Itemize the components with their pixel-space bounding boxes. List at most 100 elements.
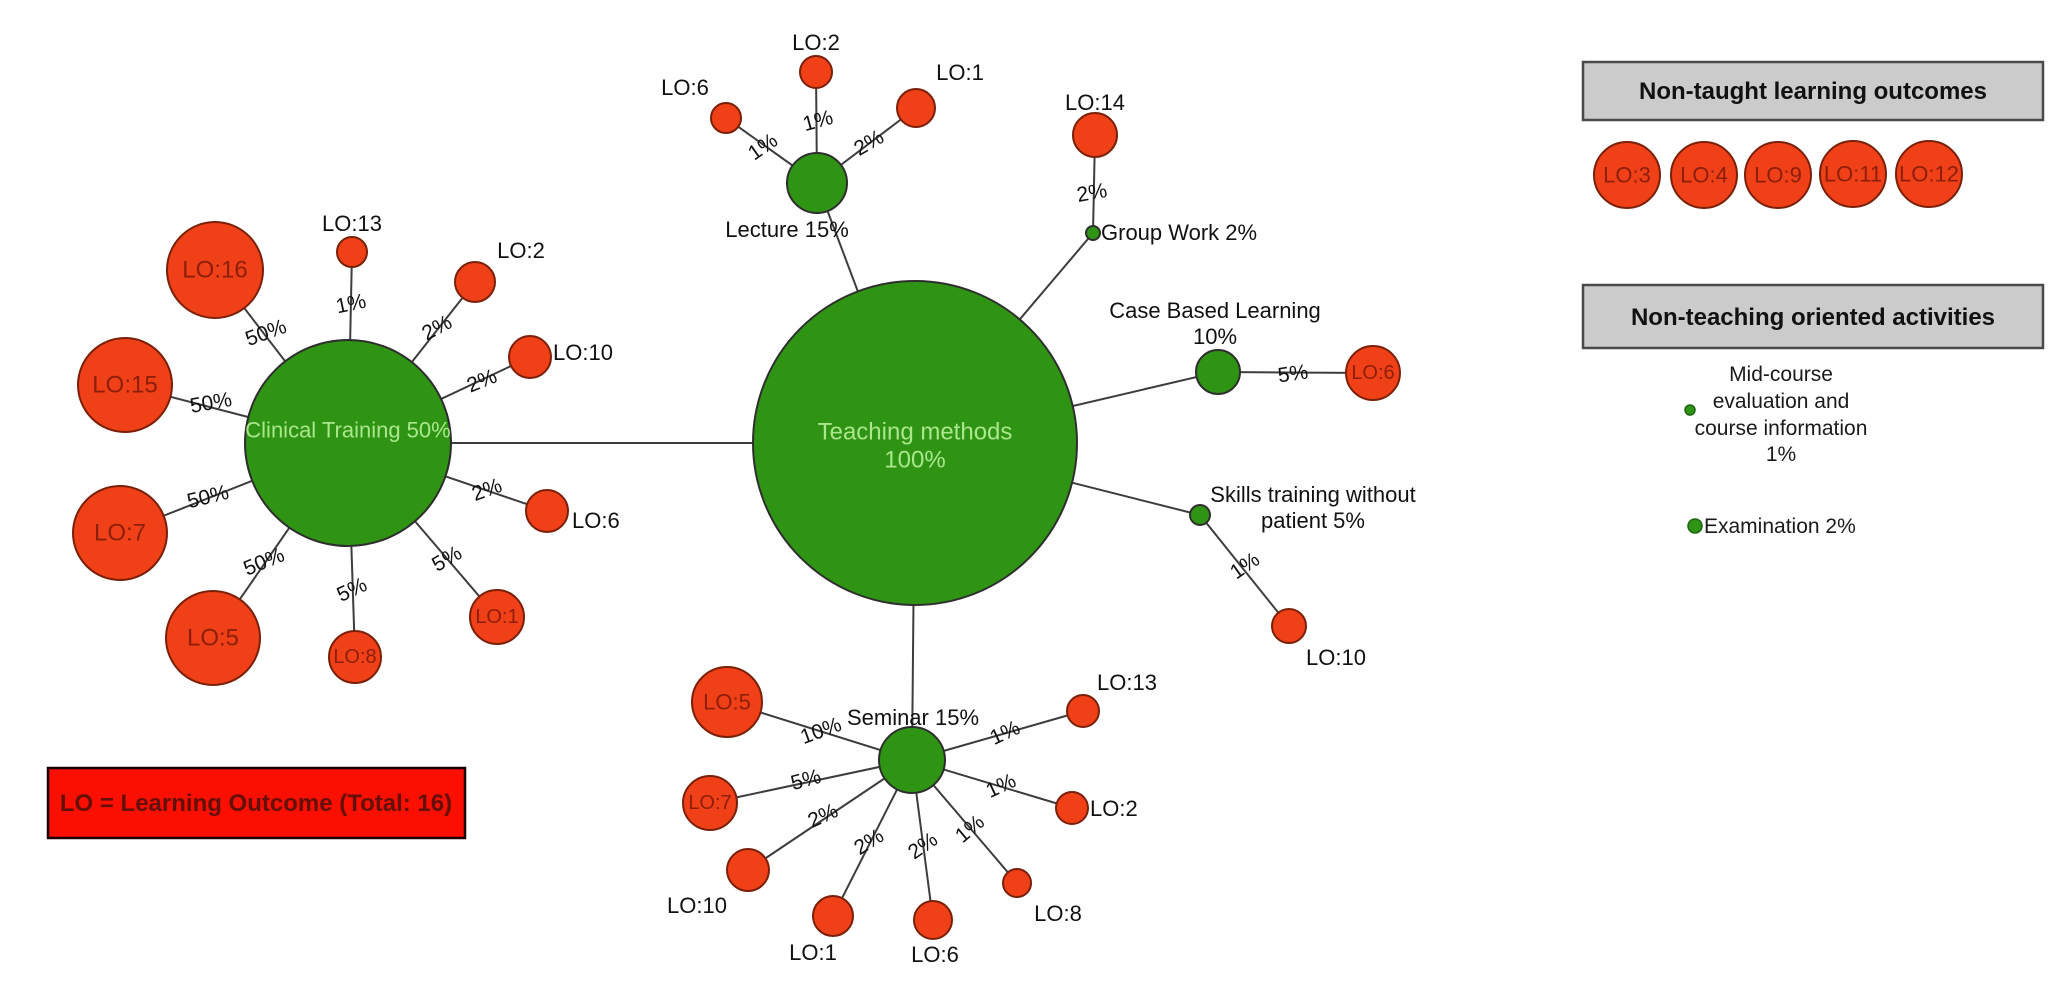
node-label-lo6-cbl: LO:6 [1351,362,1394,384]
note-text: LO = Learning Outcome (Total: 16) [60,790,452,817]
node-lo5-clinical [165,590,261,686]
node-label-lo10-clinical: LO:10 [553,340,613,365]
node-lo14 [1072,112,1118,158]
mid-course-label-line4: 1% [1766,443,1796,466]
node-label-lo8-seminar: LO:8 [1034,901,1082,926]
node-label-lo6-seminar: LO:6 [911,942,959,967]
legend-non-teaching-box [1581,283,2045,350]
node-lo7-seminar [682,775,738,831]
edge-seminar-lo7-seminar [709,759,913,804]
node-lo15 [77,337,173,433]
node-label-case-based-learning-line1: Case Based Learning [1109,298,1321,323]
node-group-work [1085,225,1101,241]
edge-label-clinical-training-lo16: 50% [242,315,289,351]
node-lecture [786,152,848,214]
legend-non-taught: Non-taught learning outcomes [1581,60,2045,122]
node-lo6-seminar [913,900,953,940]
node-label-lo3-legend: LO:3 [1603,163,1651,188]
node-label-lo11-legend: LO:11 [1824,162,1882,187]
node-lo8-clinical [328,630,382,684]
node-label-lo12-legend: LO:12 [1899,162,1959,187]
node-label-lo16: LO:16 [182,257,247,284]
node-lo9-legend [1744,141,1812,209]
edge-label-seminar-lo13-seminar: 1% [986,716,1023,750]
node-label-lo10-skills: LO:10 [1306,645,1366,670]
node-lo6-clinical [525,489,569,533]
node-label-lo6-lecture: LO:6 [661,75,709,100]
node-skills-training [1189,504,1211,526]
node-label-teaching-methods-line2: 100% [884,447,945,474]
edge-label-clinical-training-lo15: 50% [188,388,233,418]
legend-non-taught-box [1581,60,2045,122]
edge-label-case-based-learning-lo6-cbl: 5% [1276,360,1309,387]
edge-label-lecture-lo2-lecture: 1% [800,106,835,136]
node-label-lo9-legend: LO:9 [1754,163,1802,188]
edge-label-group-work-lo14: 2% [1075,179,1109,207]
edge-label-clinical-training-lo1-clinical: 5% [428,541,466,576]
note-box [46,766,467,840]
mid-course-label-line1: Mid-course [1729,363,1833,386]
edge-label-seminar-lo2-seminar: 1% [982,769,1019,803]
node-label-lo10-seminar: LO:10 [667,893,727,918]
node-lo4-legend [1670,141,1738,209]
node-clinical-training [244,339,452,547]
legend-non-teaching-title: Non-teaching oriented activities [1631,304,1995,331]
node-label-seminar: Seminar 15% [847,705,979,730]
node-label-lo1-seminar: LO:1 [789,940,837,965]
mid-course-label-line3: course information [1695,417,1868,440]
node-lo1-lecture [896,88,936,128]
node-label-lo13-seminar: LO:13 [1097,670,1157,695]
edge-label-clinical-training-lo7-clinical: 50% [185,481,231,513]
edge-label-seminar-lo8-seminar: 1% [951,810,989,847]
node-lo6-cbl [1345,345,1401,401]
edge-label-clinical-training-lo6-clinical: 2% [469,474,505,506]
node-lo10-seminar [726,848,770,892]
node-label-lecture: Lecture 15% [725,217,849,242]
edge-label-seminar-lo7-seminar: 5% [788,765,823,795]
node-case-based-learning [1195,349,1241,395]
node-lo3-legend [1593,141,1661,209]
node-label-lo13-clinical: LO:13 [322,211,382,236]
node-lo11-legend [1819,140,1887,208]
node-teaching-methods [752,280,1078,606]
node-lo10-skills [1271,608,1307,644]
node-lo5-seminar [691,666,763,738]
node-seminar [878,726,946,794]
node-label-lo5-clinical: LO:5 [187,625,239,652]
edge-skills-training-lo10-skills [1199,514,1290,627]
edge-label-seminar-lo5-seminar: 10% [797,713,844,749]
edge-label-lecture-lo1-lecture: 2% [850,125,888,160]
node-label-lo6-clinical: LO:6 [572,508,620,533]
node-lo13-clinical [336,236,368,268]
node-label-lo1-lecture: LO:1 [936,60,984,85]
nodes-layer [72,55,1963,940]
edge-label-clinical-training-lo8-clinical: 5% [333,573,370,607]
node-label-lo7-seminar: LO:7 [688,792,731,814]
mid-course-label-line2: evaluation and [1713,390,1850,413]
edge-label-clinical-training-lo2-clinical: 2% [418,311,456,346]
edge-label-seminar-lo1-seminar: 2% [850,824,888,860]
node-lo1-seminar [812,895,854,937]
examination-node-dot [1687,518,1703,534]
node-label-lo2-clinical: LO:2 [497,238,545,263]
node-lo2-seminar [1055,791,1089,825]
edge-label-seminar-lo6-seminar: 2% [904,828,942,864]
node-lo6-lecture [710,102,742,134]
node-label-group-work: Group Work 2% [1101,220,1257,245]
node-lo10-clinical [508,335,552,379]
examination-label: Examination 2% [1704,515,1856,538]
node-label-lo4-legend: LO:4 [1680,163,1728,188]
node-lo7-clinical [72,485,168,581]
edge-label-clinical-training-lo10-clinical: 2% [464,365,501,398]
node-label-lo15: LO:15 [92,372,157,399]
note: LO = Learning Outcome (Total: 16) [46,766,467,840]
node-label-teaching-methods-line1: Teaching methods [818,419,1013,446]
node-label-skills-training-line2: patient 5% [1261,508,1365,533]
node-label-lo2-seminar: LO:2 [1090,796,1138,821]
node-lo2-clinical [454,261,496,303]
node-label-lo5-seminar: LO:5 [703,690,751,715]
node-lo13-seminar [1066,694,1100,728]
node-label-lo7-clinical: LO:7 [94,520,146,547]
node-lo12-legend [1895,140,1963,208]
